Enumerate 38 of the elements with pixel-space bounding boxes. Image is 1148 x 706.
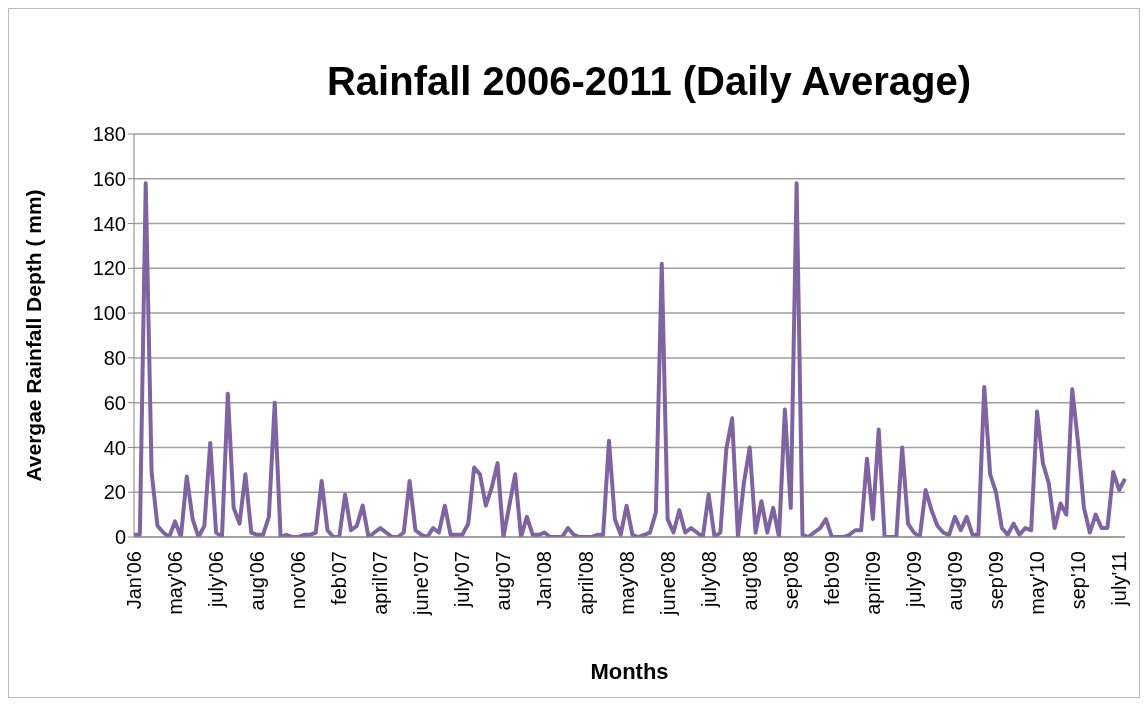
x-tick-label: nov'06 — [287, 551, 310, 610]
x-tick-label: feb'07 — [328, 551, 351, 605]
x-tick-label: feb'09 — [820, 551, 843, 605]
x-tick-label: july'07 — [451, 551, 474, 609]
y-tick-label: 100 — [92, 302, 126, 325]
x-tick-label: july'11 — [1108, 551, 1131, 607]
x-tick-label: aug'07 — [492, 551, 515, 611]
y-tick-label: 140 — [92, 212, 126, 235]
y-tick-label: 40 — [103, 436, 126, 459]
y-tick-label: 80 — [103, 346, 126, 369]
x-tick-label: july'08 — [697, 551, 720, 609]
x-tick-label: june'07 — [410, 551, 433, 616]
x-tick-label: april'07 — [369, 551, 392, 615]
x-tick-label: sep'09 — [984, 551, 1007, 610]
x-tick-label: april'08 — [574, 551, 597, 615]
x-tick-label: aug'09 — [943, 551, 966, 611]
y-tick-label: 160 — [92, 167, 126, 190]
x-tick-label: may'06 — [164, 551, 187, 615]
x-tick-label: june'08 — [656, 551, 679, 616]
x-tick-label: april'09 — [861, 551, 884, 615]
x-tick-label: sep'08 — [779, 551, 802, 610]
x-tick-label: Jan'06 — [123, 551, 145, 610]
y-tick-label: 60 — [103, 391, 126, 414]
x-tick-label: sep'10 — [1067, 551, 1090, 610]
chart-title: Rainfall 2006-2011 (Daily Average) — [325, 59, 972, 104]
y-tick-label: 0 — [114, 526, 126, 549]
y-tick-label: 180 — [92, 123, 126, 146]
x-tick-label: aug'08 — [738, 551, 761, 611]
x-tick-label: aug'06 — [246, 551, 269, 611]
y-tick-label: 120 — [92, 257, 126, 280]
x-tick-label: july'09 — [902, 551, 925, 609]
x-tick-label: may'08 — [615, 551, 638, 615]
y-tick-label: 20 — [103, 481, 126, 504]
y-axis-title: Avergae Rainfall Depth ( mm) — [22, 189, 46, 482]
x-tick-label: may'10 — [1026, 551, 1049, 615]
x-tick-label: july'06 — [205, 551, 228, 609]
x-axis-title: Months — [590, 659, 669, 684]
x-tick-label: Jan'08 — [533, 551, 556, 610]
